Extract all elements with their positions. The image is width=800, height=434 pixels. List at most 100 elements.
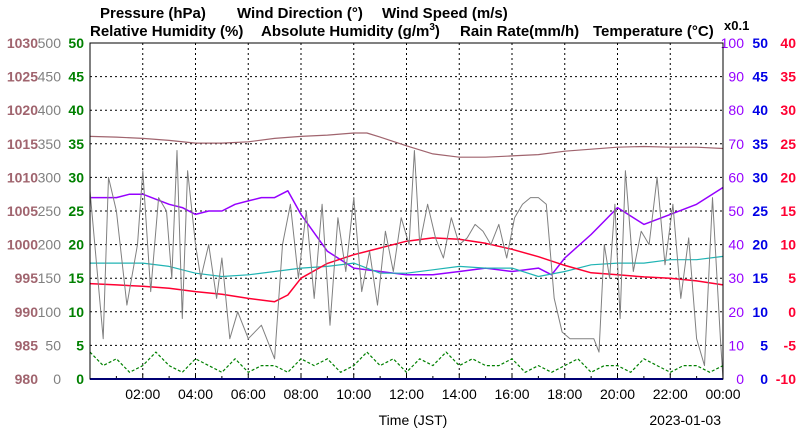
y-tick-humidity: 0 (736, 371, 744, 387)
y-tick-wind-speed: 5 (76, 337, 84, 353)
y-tick-wind-speed: 10 (68, 304, 84, 320)
y-tick-wind-speed: 15 (68, 270, 84, 286)
y-tick-temperature: 20 (780, 169, 796, 185)
legend-absolute-humidity-text: Absolute Humidity (g/m (261, 23, 429, 40)
x-tick-label: 10:00 (336, 386, 371, 402)
series-wind-speed (89, 351, 724, 373)
series-relative-humidity (90, 186, 724, 276)
y-tick-humidity: 40 (728, 237, 744, 253)
y-tick-wind-speed: 25 (68, 203, 84, 219)
y-tick-pressure: 1030 (7, 35, 38, 51)
y-tick-rain-rate: 5 (760, 337, 768, 353)
y-tick-humidity: 90 (728, 69, 744, 85)
y-tick-pressure: 1015 (7, 136, 38, 152)
y-tick-wind-direction: 200 (38, 237, 62, 253)
y-tick-temperature: 35 (780, 69, 796, 85)
legend-wind-speed: Wind Speed (m/s) (382, 5, 508, 22)
y-tick-humidity: 30 (728, 270, 744, 286)
legend-absolute-humidity: Absolute Humidity (g/m3) (261, 22, 440, 40)
x-tick-label: 22:00 (653, 386, 688, 402)
y-tick-humidity: 50 (728, 203, 744, 219)
grid (90, 43, 723, 379)
legend-relative-humidity: Relative Humidity (%) (90, 23, 243, 40)
y-tick-humidity: 70 (728, 136, 744, 152)
y-tick-humidity: 60 (728, 169, 744, 185)
y-tick-wind-speed: 20 (68, 237, 84, 253)
y-tick-rain-rate: 45 (752, 69, 768, 85)
plot-frame (89, 42, 724, 380)
y-tick-temperature: -10 (776, 371, 796, 387)
y-tick-wind-direction: 350 (38, 136, 62, 152)
y-tick-rain-rate: 20 (752, 237, 768, 253)
legend-absolute-humidity-close: ) (435, 23, 440, 40)
legend-rain-rate: Rain Rate(mm/h) (460, 23, 579, 40)
y-tick-wind-direction: 50 (45, 337, 61, 353)
y-tick-rain-rate: 0 (760, 371, 768, 387)
y-tick-pressure: 1005 (7, 203, 38, 219)
y-tick-pressure: 1025 (7, 69, 38, 85)
y-tick-rain-rate: 30 (752, 169, 768, 185)
y-tick-temperature: 15 (780, 203, 796, 219)
y-tick-pressure: 995 (15, 270, 39, 286)
y-tick-humidity: 100 (721, 35, 745, 51)
x-tick-label: 04:00 (178, 386, 213, 402)
y-tick-pressure: 1000 (7, 237, 38, 253)
x-tick-label: 00:00 (705, 386, 740, 402)
date-label: 2023-01-03 (649, 412, 721, 428)
y-tick-rain-rate: 50 (752, 35, 768, 51)
legend-absolute-humidity-sup: 3 (429, 22, 435, 33)
series-temperature (89, 237, 724, 303)
legend-scale-note: x0.1 (724, 18, 749, 33)
y-tick-temperature: 25 (780, 136, 796, 152)
y-tick-wind-direction: 0 (53, 371, 61, 387)
y-tick-rain-rate: 25 (752, 203, 768, 219)
y-tick-temperature: 10 (780, 237, 796, 253)
y-tick-wind-direction: 250 (38, 203, 62, 219)
x-tick-label: 12:00 (389, 386, 424, 402)
y-tick-pressure: 1020 (7, 102, 38, 118)
y-tick-wind-direction: 500 (38, 35, 62, 51)
y-tick-temperature: -5 (784, 337, 797, 353)
x-tick-label: 20:00 (600, 386, 635, 402)
y-tick-pressure: 990 (15, 304, 39, 320)
x-tick-label: 08:00 (283, 386, 318, 402)
x-axis-label: Time (JST) (379, 412, 448, 428)
y-tick-temperature: 5 (788, 270, 796, 286)
y-tick-temperature: 30 (780, 102, 796, 118)
series-pressure (89, 132, 724, 158)
y-axes: 9809859909951000100510101015102010251030… (7, 35, 796, 387)
y-tick-humidity: 20 (728, 304, 744, 320)
y-tick-wind-speed: 35 (68, 136, 84, 152)
y-tick-wind-direction: 300 (38, 169, 62, 185)
y-tick-wind-speed: 45 (68, 69, 84, 85)
y-tick-humidity: 80 (728, 102, 744, 118)
y-tick-wind-speed: 50 (68, 35, 84, 51)
x-tick-label: 18:00 (547, 386, 582, 402)
y-tick-wind-speed: 0 (76, 371, 84, 387)
x-axis: 02:00 04:00 06:00 08:00 10:00 12:00 14:00 16:00… (115, 374, 741, 402)
y-tick-rain-rate: 35 (752, 136, 768, 152)
y-tick-wind-speed: 40 (68, 102, 84, 118)
y-tick-wind-direction: 100 (38, 304, 62, 320)
y-tick-humidity: 10 (728, 337, 744, 353)
y-tick-rain-rate: 40 (752, 102, 768, 118)
y-tick-pressure: 1010 (7, 169, 38, 185)
x-tick-label: 14:00 (442, 386, 477, 402)
x-tick-label: 02:00 (125, 386, 160, 402)
series-wind-direction (89, 150, 724, 380)
legend-pressure: Pressure (hPa) (100, 5, 206, 22)
y-tick-wind-direction: 150 (38, 270, 62, 286)
y-tick-wind-speed: 30 (68, 169, 84, 185)
y-tick-rain-rate: 10 (752, 304, 768, 320)
legend-temperature: Temperature (°C) (593, 23, 714, 40)
y-tick-rain-rate: 15 (752, 270, 768, 286)
y-tick-temperature: 0 (788, 304, 796, 320)
legend-wind-direction: Wind Direction (°) (237, 5, 363, 22)
y-tick-wind-direction: 450 (38, 69, 62, 85)
y-tick-pressure: 980 (15, 371, 39, 387)
x-tick-label: 06:00 (231, 386, 266, 402)
x-tick-label: 16:00 (494, 386, 529, 402)
y-tick-wind-direction: 400 (38, 102, 62, 118)
y-tick-temperature: 40 (780, 35, 796, 51)
